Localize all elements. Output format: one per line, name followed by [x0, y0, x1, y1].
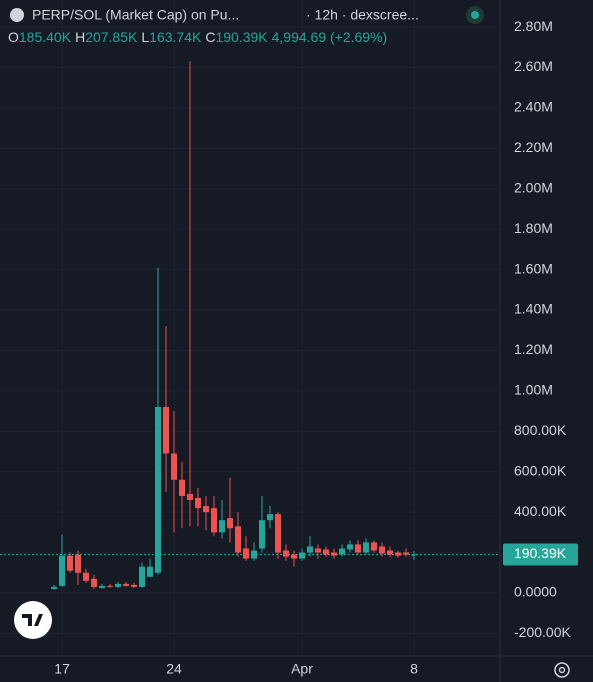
candle-body — [411, 554, 417, 556]
logo-circle — [14, 601, 52, 639]
symbol-icon — [10, 8, 24, 22]
candle-body — [187, 493, 193, 500]
candle-body — [171, 453, 177, 480]
candle-body — [83, 572, 89, 581]
candle-body — [91, 578, 97, 587]
candle-body — [147, 566, 153, 577]
candle-body — [259, 520, 265, 549]
candle-body — [219, 520, 225, 533]
candle-body — [363, 542, 369, 553]
candle-body — [323, 549, 329, 555]
candle-body — [115, 583, 121, 587]
y-tick-label: 2.80M — [514, 18, 553, 34]
candle-body — [139, 566, 145, 587]
legend-value: 207.85K — [85, 29, 138, 45]
candle-body — [211, 508, 217, 533]
candle-body — [307, 546, 313, 553]
y-tick-label: 2.60M — [514, 58, 553, 74]
candle-body — [155, 407, 161, 573]
candle-body — [403, 552, 409, 555]
legend-key: H — [75, 29, 85, 45]
candle-body — [203, 506, 209, 513]
y-tick-label: 1.60M — [514, 260, 553, 276]
candle-body — [107, 585, 113, 587]
legend-key: L — [141, 29, 149, 45]
candle-body — [355, 544, 361, 553]
candle-body — [195, 497, 201, 509]
settings-icon[interactable] — [554, 662, 570, 678]
y-tick-label: 2.00M — [514, 179, 553, 195]
candle-body — [283, 550, 289, 557]
candle-body — [267, 514, 273, 521]
candle-body — [123, 583, 129, 586]
candle-body — [379, 546, 385, 554]
legend-value: 190.39K — [215, 29, 268, 45]
y-tick-label: 600.00K — [514, 462, 567, 478]
y-tick-label: 2.20M — [514, 139, 553, 155]
candle-body — [163, 407, 169, 454]
ohlc-legend: O185.40K H207.85K L163.74K C190.39K 4,994.69… — [8, 29, 387, 45]
last-price-box — [503, 543, 578, 566]
status-dot — [471, 11, 479, 19]
x-tick-label: Apr — [291, 661, 313, 677]
x-tick-label: 8 — [410, 661, 418, 677]
legend-value: 163.74K — [149, 29, 202, 45]
y-tick-label: 1.00M — [514, 382, 553, 398]
legend-value: 185.40K — [19, 29, 72, 45]
y-tick-label: 1.20M — [514, 341, 553, 357]
last-price-label: 190.39K — [514, 545, 567, 561]
candle-body — [339, 548, 345, 555]
gear-hub[interactable] — [558, 666, 566, 674]
y-tick-label: 400.00K — [514, 503, 567, 519]
chart-subtitle: · 12h · dexscree... — [306, 7, 419, 23]
candle-body — [179, 479, 185, 496]
legend-key: C — [205, 29, 215, 45]
candle-body — [235, 526, 241, 553]
y-tick-label: 1.40M — [514, 301, 553, 317]
logo-mark — [22, 614, 43, 626]
y-tick-label: 800.00K — [514, 422, 567, 438]
y-tick-label: 2.40M — [514, 99, 553, 115]
candle-body — [51, 586, 57, 589]
y-tick-label: 0.0000 — [514, 584, 557, 600]
candle-body — [59, 555, 65, 586]
header: PERP/SOL (Market Cap) on Pu... · 12h · d… — [8, 6, 484, 45]
candle-body — [347, 544, 353, 550]
candle-body — [315, 548, 321, 553]
gear[interactable] — [554, 662, 570, 678]
candle-body — [387, 550, 393, 555]
candle-body — [99, 585, 105, 588]
legend-key: O — [8, 29, 19, 45]
x-tick-label: 17 — [54, 661, 70, 677]
candle-body — [291, 554, 297, 559]
x-tick-label: 24 — [166, 661, 182, 677]
candle-body — [227, 518, 233, 529]
y-tick-label: 1.80M — [514, 220, 553, 236]
candle-body — [243, 548, 249, 559]
candle-body — [299, 552, 305, 559]
candle-body — [371, 542, 377, 551]
y-tick-label: -200.00K — [514, 624, 571, 640]
candle-body — [67, 555, 73, 571]
candle-body — [331, 552, 337, 556]
legend-change: 4,994.69 (+2.69%) — [272, 29, 388, 45]
candle-body — [275, 514, 281, 553]
chart-title: PERP/SOL (Market Cap) on Pu... — [32, 7, 239, 23]
candle-body — [395, 552, 401, 556]
candle-body — [75, 554, 81, 573]
candle-body — [131, 584, 137, 587]
tradingview-logo — [14, 601, 52, 639]
candle-body — [251, 550, 257, 559]
